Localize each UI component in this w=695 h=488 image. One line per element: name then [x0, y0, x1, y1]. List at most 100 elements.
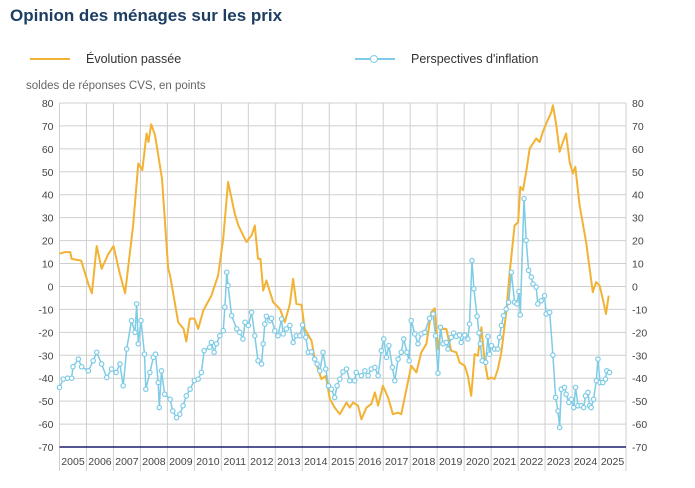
data-point: [340, 368, 346, 375]
data-point: [389, 364, 396, 371]
data-point: [123, 346, 130, 352]
data-point: [498, 322, 505, 329]
data-point: [346, 377, 353, 384]
y-tick-label-right: 80: [632, 98, 644, 110]
data-point: [570, 404, 577, 411]
data-point: [383, 354, 390, 361]
data-point: [268, 315, 275, 322]
data-point: [213, 340, 220, 347]
data-point: [180, 402, 186, 409]
y-tick-label-right: 60: [632, 144, 644, 156]
data-point: [365, 372, 371, 379]
data-point: [248, 309, 255, 316]
data-point: [320, 349, 326, 356]
x-tick-label: 2012: [250, 456, 274, 468]
data-point: [297, 332, 303, 339]
data-point: [308, 349, 315, 355]
data-point: [517, 312, 524, 318]
data-point: [117, 361, 123, 367]
y-axis-label: soldes de réponses CVS, en points: [26, 80, 206, 92]
data-point: [120, 382, 126, 389]
data-point: [448, 334, 454, 341]
y-tick-label-left: -40: [38, 373, 53, 385]
data-point: [362, 368, 368, 374]
data-point: [474, 313, 480, 320]
data-point: [395, 356, 401, 362]
data-point: [503, 306, 510, 312]
data-point: [476, 330, 482, 336]
data-point: [534, 301, 541, 307]
legend-line-icon: [30, 52, 70, 66]
data-point: [56, 384, 63, 391]
data-point: [588, 404, 595, 411]
data-point: [552, 394, 559, 401]
y-tick-label-left: -10: [38, 304, 53, 316]
data-point: [541, 292, 548, 299]
data-point: [198, 369, 205, 376]
data-point: [263, 313, 270, 320]
data-point: [233, 326, 240, 332]
y-tick-label-right: 70: [632, 121, 644, 133]
data-point: [271, 327, 278, 334]
data-point: [322, 366, 329, 372]
data-point: [325, 382, 332, 389]
data-point: [334, 382, 340, 389]
data-point: [183, 393, 190, 399]
data-point: [278, 316, 285, 322]
data-point: [358, 372, 365, 379]
data-point: [516, 288, 522, 295]
x-tick-label: 2005: [61, 456, 85, 468]
data-point: [437, 324, 444, 331]
x-tick-label: 2016: [358, 456, 382, 468]
y-tick-label-left: -60: [38, 419, 53, 431]
data-point: [496, 334, 503, 341]
data-point: [546, 309, 553, 316]
data-point: [280, 331, 286, 337]
legend-item-evolution[interactable]: Évolution passée: [30, 52, 181, 66]
data-point: [156, 404, 163, 411]
data-point: [514, 301, 520, 307]
chart-title: Opinion des ménages sur les prix: [10, 6, 283, 25]
x-tick-label: 2019: [439, 456, 463, 468]
x-tick-label: 2006: [88, 456, 112, 468]
data-point: [331, 394, 338, 401]
y-tick-label-right: -70: [632, 442, 647, 454]
x-tick-label: 2020: [466, 456, 490, 468]
y-tick-label-left: 40: [42, 190, 54, 202]
data-point: [380, 336, 387, 342]
data-point: [555, 408, 561, 414]
data-point: [70, 363, 76, 370]
data-point: [311, 356, 318, 362]
data-point: [93, 349, 100, 356]
y-tick-label-left: -50: [38, 396, 53, 408]
x-tick-label: 2013: [277, 456, 301, 468]
data-point: [75, 356, 82, 362]
data-point: [585, 389, 591, 396]
y-tick-label-left: -20: [38, 327, 53, 339]
data-point: [187, 386, 193, 393]
x-tick-label: 2014: [304, 456, 328, 468]
data-point: [378, 347, 385, 354]
data-point: [220, 327, 227, 334]
data-point: [533, 284, 539, 290]
data-point: [302, 334, 309, 341]
data-point: [223, 269, 230, 276]
data-point: [508, 269, 515, 276]
x-tick-label: 2007: [115, 456, 139, 468]
data-point: [275, 332, 281, 339]
data-point: [128, 317, 135, 324]
data-point: [208, 339, 215, 346]
data-point: [400, 336, 407, 342]
data-point: [328, 386, 335, 393]
data-point: [78, 363, 85, 370]
y-tick-label-right: -40: [632, 373, 647, 385]
legend-item-perspectives[interactable]: Perspectives d'inflation: [355, 52, 538, 66]
data-point: [443, 339, 450, 346]
data-point: [211, 349, 217, 356]
data-point: [317, 368, 323, 374]
y-tick-label-left: -70: [38, 442, 53, 454]
legend-label: Évolution passée: [86, 52, 182, 66]
data-point: [158, 368, 165, 374]
data-point: [287, 322, 293, 329]
data-point: [456, 332, 463, 338]
